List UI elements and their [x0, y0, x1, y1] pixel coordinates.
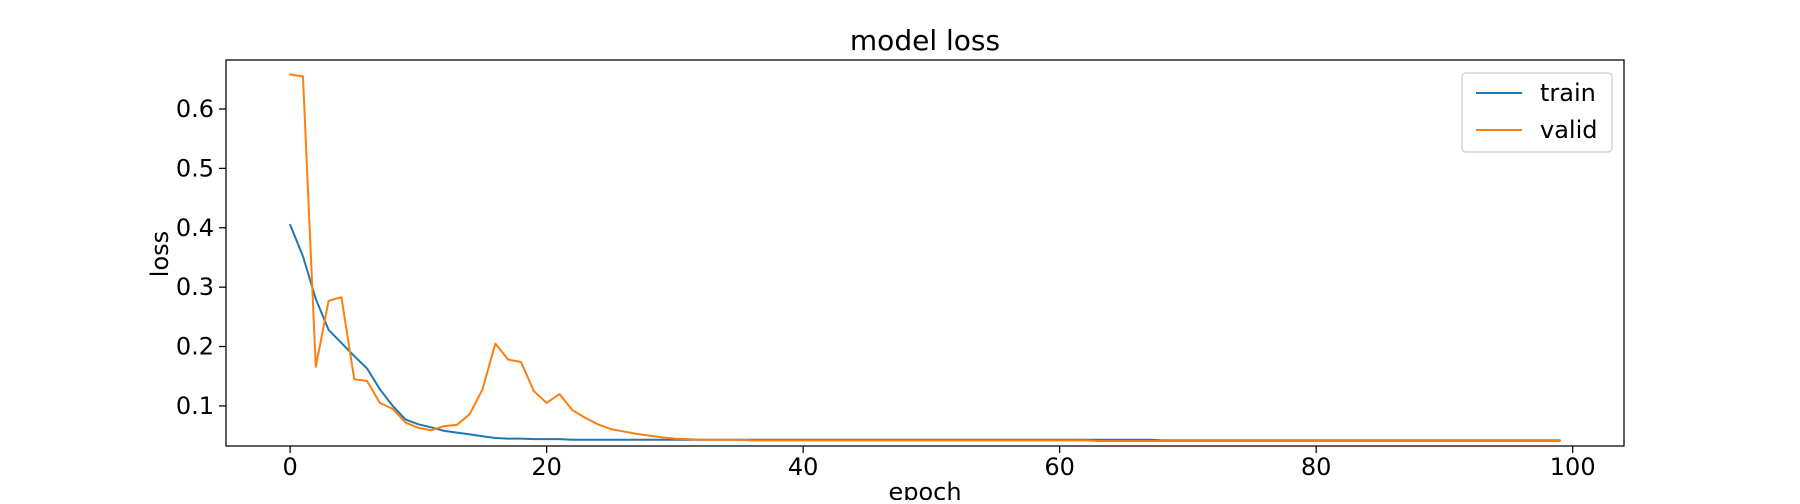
x-tick-label: 60	[1044, 453, 1075, 481]
legend: train valid	[1461, 72, 1613, 153]
chart-title: model loss	[850, 24, 1000, 57]
x-axis-label: epoch	[888, 478, 961, 500]
y-axis-ticks: 0.1 0.2 0.3 0.4 0.5 0.6	[176, 95, 226, 420]
x-tick-label: 20	[531, 453, 562, 481]
y-tick-label: 0.1	[176, 392, 214, 420]
legend-valid-label: valid	[1540, 116, 1597, 144]
series-line-train	[289, 223, 1561, 442]
legend-train-label: train	[1540, 79, 1596, 107]
y-tick-label: 0.6	[176, 95, 214, 123]
y-axis-label: loss	[146, 231, 174, 277]
x-tick-label: 40	[788, 453, 819, 481]
x-tick-label: 100	[1550, 453, 1596, 481]
y-tick-label: 0.4	[176, 214, 214, 242]
x-axis-ticks: 0 20 40 60 80 100	[282, 446, 1596, 481]
y-tick-label: 0.3	[176, 273, 214, 301]
x-tick-label: 0	[282, 453, 297, 481]
x-tick-label: 80	[1301, 453, 1332, 481]
series-line-valid	[289, 73, 1561, 442]
y-tick-label: 0.5	[176, 154, 214, 182]
series-layer	[289, 73, 1561, 442]
y-tick-label: 0.2	[176, 333, 214, 361]
plot-frame	[225, 59, 1625, 447]
